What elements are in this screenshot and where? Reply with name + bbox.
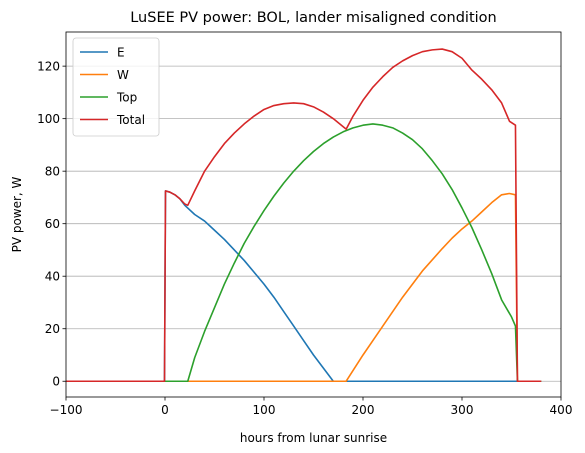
y-tick-label: 80	[45, 164, 60, 178]
plot-area-frame	[65, 31, 562, 398]
x-axis-label: hours from lunar sunrise	[240, 431, 387, 445]
legend-label-total: Total	[116, 113, 145, 127]
series-line-top	[66, 123, 542, 383]
legend-box	[72, 37, 160, 137]
y-tick-label: 40	[45, 270, 60, 284]
legend-label-e: E	[117, 45, 125, 59]
x-tick-label: 200	[352, 403, 375, 417]
legend-label-top: Top	[116, 90, 137, 104]
x-tick-label: 100	[253, 403, 276, 417]
legend: EW Top Total	[72, 37, 160, 137]
y-tick-label: 100	[37, 112, 60, 126]
y-tick-label: 20	[45, 322, 60, 336]
x-tick-label: 0	[161, 403, 169, 417]
y-tick-label: 60	[45, 217, 60, 231]
x-tick-label: −100	[50, 403, 83, 417]
series-layer	[66, 48, 542, 383]
y-tick-label: 120	[37, 59, 60, 73]
y-axis-label: PV power, W	[10, 176, 24, 252]
y-axis: 0 20 40 60 80 100 120	[37, 59, 66, 389]
x-tick-label: 300	[451, 403, 474, 417]
x-axis: −100 0 100 200 300 400	[50, 397, 573, 417]
legend-label-w: W	[117, 68, 129, 82]
chart-title: LuSEE PV power: BOL, lander misaligned c…	[130, 10, 497, 26]
series-line-total	[66, 48, 542, 383]
y-tick-label: 0	[52, 375, 60, 389]
x-tick-label: 400	[550, 403, 573, 417]
series-line-w	[66, 192, 542, 383]
